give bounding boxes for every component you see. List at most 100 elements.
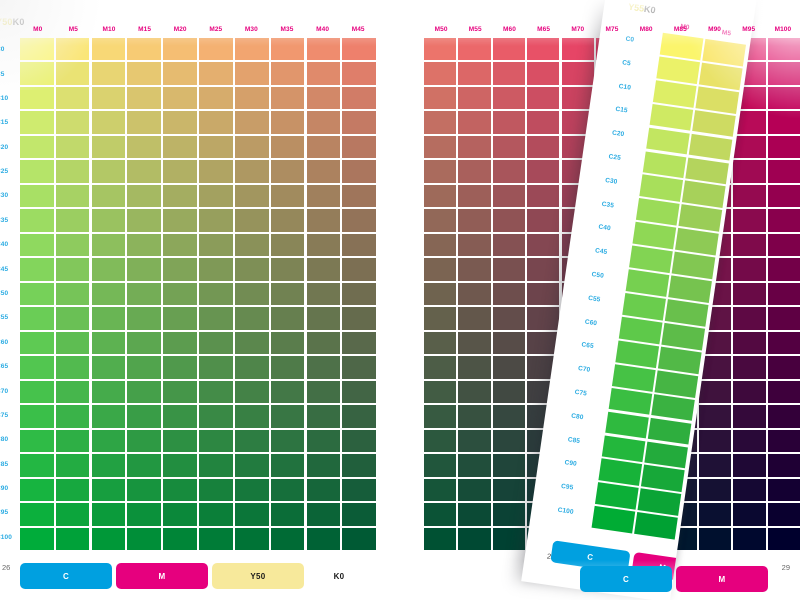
swatch-c45-m20[interactable] — [163, 258, 197, 281]
swatch-c25-m95[interactable] — [733, 160, 766, 183]
swatch-c60-m25[interactable] — [199, 331, 233, 355]
swatch-c45-m5[interactable] — [55, 258, 90, 281]
swatch-c90-m45[interactable] — [342, 478, 376, 502]
swatch-c45-m30[interactable] — [234, 258, 269, 281]
swatch-c30-m50[interactable] — [424, 184, 457, 208]
swatch-c60-m100[interactable] — [767, 331, 800, 355]
swatch-c10-m45[interactable] — [342, 86, 376, 110]
swatch-c85-m0[interactable] — [20, 454, 54, 477]
swatch-c95-m20[interactable] — [163, 503, 197, 526]
swatch-c0-m5[interactable] — [702, 38, 747, 67]
swatch-c80-m10[interactable] — [91, 429, 126, 453]
swatch-c70-m5[interactable] — [654, 370, 699, 398]
swatch-c80-m30[interactable] — [234, 429, 269, 453]
swatch-c70-m95[interactable] — [733, 380, 766, 404]
swatch-c80-m5[interactable] — [647, 417, 692, 445]
swatch-c45-m100[interactable] — [767, 258, 800, 281]
swatch-c100-m60[interactable] — [492, 527, 525, 550]
swatch-c85-m35[interactable] — [270, 454, 305, 477]
swatch-c80-m95[interactable] — [733, 429, 766, 453]
swatch-c55-m100[interactable] — [767, 307, 800, 330]
swatch-c15-m15[interactable] — [127, 111, 162, 134]
swatch-c35-m50[interactable] — [424, 209, 457, 232]
swatch-c35-m45[interactable] — [342, 209, 376, 232]
swatch-c30-m15[interactable] — [127, 184, 162, 208]
swatch-c35-m55[interactable] — [458, 209, 491, 232]
swatch-c65-m50[interactable] — [424, 356, 457, 379]
swatch-c15-m100[interactable] — [767, 111, 800, 134]
swatch-c5-m15[interactable] — [127, 62, 162, 85]
swatch-c85-m10[interactable] — [91, 454, 126, 477]
swatch-c70-m5[interactable] — [55, 380, 90, 404]
swatch-c25-m100[interactable] — [767, 160, 800, 183]
swatch-c35-m60[interactable] — [492, 209, 525, 232]
swatch-c60-m65[interactable] — [527, 331, 560, 355]
swatch-c25-m60[interactable] — [492, 160, 525, 183]
swatch-c15-m10[interactable] — [91, 111, 126, 134]
swatch-c95-m50[interactable] — [424, 503, 457, 526]
swatch-c30-m0[interactable] — [639, 174, 683, 203]
swatch-c30-m25[interactable] — [199, 184, 233, 208]
swatch-c25-m5[interactable] — [685, 157, 729, 185]
swatch-c30-m95[interactable] — [733, 184, 766, 208]
swatch-c20-m95[interactable] — [733, 135, 766, 159]
swatch-c30-m35[interactable] — [270, 184, 305, 208]
swatch-c50-m5[interactable] — [55, 282, 90, 306]
swatch-c85-m15[interactable] — [127, 454, 162, 477]
ink-tab-m[interactable]: M — [116, 563, 208, 589]
swatch-c55-m5[interactable] — [55, 307, 90, 330]
swatch-c30-m40[interactable] — [306, 184, 341, 208]
swatch-c10-m25[interactable] — [199, 86, 233, 110]
swatch-c50-m25[interactable] — [199, 282, 233, 306]
swatch-c10-m55[interactable] — [458, 86, 491, 110]
swatch-c45-m10[interactable] — [91, 258, 126, 281]
swatch-c30-m55[interactable] — [458, 184, 491, 208]
swatch-c40-m40[interactable] — [306, 233, 341, 257]
swatch-c40-m50[interactable] — [424, 233, 457, 257]
swatch-c90-m95[interactable] — [733, 478, 766, 502]
swatch-c100-m5[interactable] — [55, 527, 90, 550]
swatch-c65-m5[interactable] — [658, 346, 702, 374]
swatch-c55-m20[interactable] — [163, 307, 197, 330]
swatch-c75-m15[interactable] — [127, 405, 162, 428]
swatch-c75-m25[interactable] — [199, 405, 233, 428]
swatch-c50-m35[interactable] — [270, 282, 305, 306]
swatch-c50-m95[interactable] — [733, 282, 766, 306]
swatch-c70-m0[interactable] — [20, 380, 54, 404]
swatch-c10-m5[interactable] — [695, 86, 740, 114]
swatch-c75-m55[interactable] — [458, 405, 491, 428]
swatch-c10-m5[interactable] — [55, 86, 90, 110]
swatch-c70-m50[interactable] — [424, 380, 457, 404]
swatch-c65-m5[interactable] — [55, 356, 90, 379]
swatch-c75-m35[interactable] — [270, 405, 305, 428]
swatch-c55-m5[interactable] — [664, 299, 709, 327]
swatch-c90-m5[interactable] — [55, 478, 90, 502]
swatch-c20-m0[interactable] — [20, 135, 54, 159]
swatch-c60-m50[interactable] — [424, 331, 457, 355]
swatch-c70-m20[interactable] — [163, 380, 197, 404]
swatch-c60-m95[interactable] — [733, 331, 766, 355]
swatch-c55-m0[interactable] — [622, 293, 666, 321]
swatch-c40-m15[interactable] — [127, 233, 162, 257]
swatch-c15-m65[interactable] — [527, 111, 560, 134]
swatch-c100-m0[interactable] — [20, 527, 54, 550]
swatch-c10-m10[interactable] — [91, 86, 126, 110]
swatch-c75-m90[interactable] — [699, 405, 732, 428]
swatch-c30-m20[interactable] — [163, 184, 197, 208]
swatch-c40-m55[interactable] — [458, 233, 491, 257]
swatch-c35-m10[interactable] — [91, 209, 126, 232]
swatch-c30-m100[interactable] — [767, 184, 800, 208]
swatch-c50-m65[interactable] — [527, 282, 560, 306]
swatch-c40-m10[interactable] — [91, 233, 126, 257]
swatch-c5-m30[interactable] — [234, 62, 269, 85]
swatch-c30-m65[interactable] — [527, 184, 560, 208]
swatch-c30-m0[interactable] — [20, 184, 54, 208]
swatch-c55-m95[interactable] — [733, 307, 766, 330]
swatch-c50-m0[interactable] — [625, 269, 670, 297]
swatch-c60-m45[interactable] — [342, 331, 376, 355]
swatch-c10-m70[interactable] — [561, 86, 594, 110]
swatch-c75-m0[interactable] — [608, 387, 653, 416]
swatch-c25-m55[interactable] — [458, 160, 491, 183]
swatch-c40-m20[interactable] — [163, 233, 197, 257]
swatch-c90-m25[interactable] — [199, 478, 233, 502]
